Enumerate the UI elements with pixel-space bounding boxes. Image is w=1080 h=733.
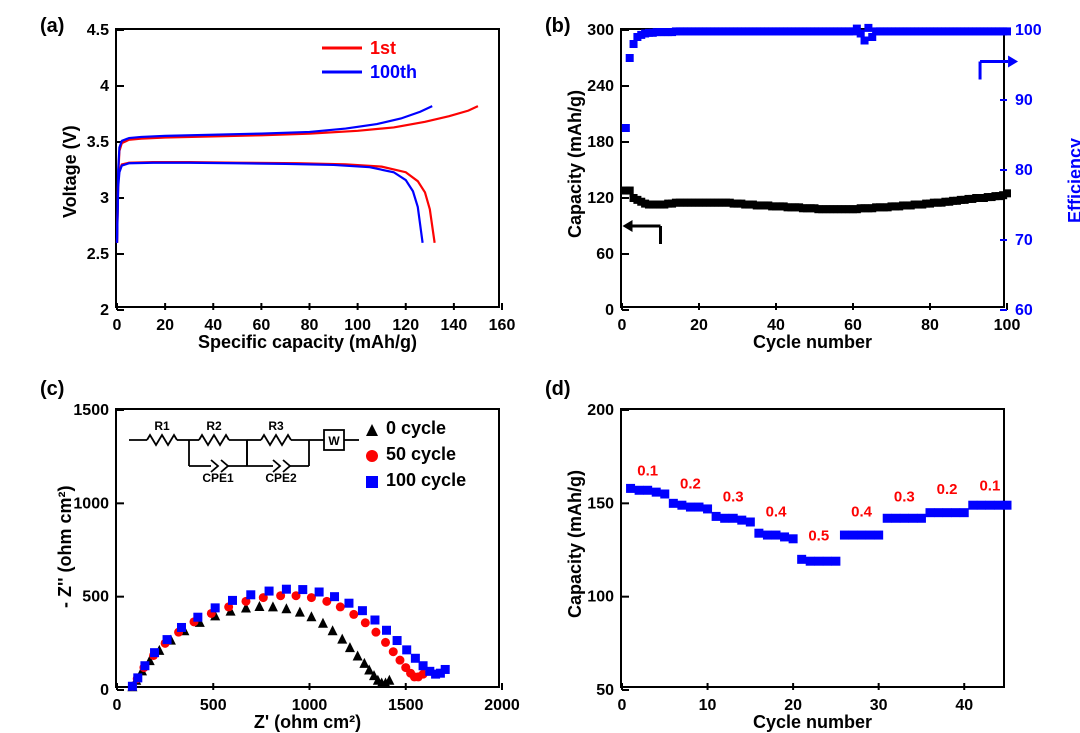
svg-text:100th: 100th (370, 62, 417, 82)
svg-text:100: 100 (1015, 22, 1042, 39)
svg-text:300: 300 (587, 22, 614, 39)
plot-d-ylabel: Capacity (mAh/g) (565, 470, 586, 618)
svg-text:2.5: 2.5 (87, 246, 109, 263)
plot-b-ylabel-right: Efficiency (%) (1065, 138, 1080, 223)
plot-d-svg: 010203040501001502000.10.20.30.40.50.40.… (622, 410, 1007, 690)
svg-text:W: W (328, 434, 340, 448)
svg-text:1st: 1st (370, 38, 396, 58)
svg-text:0: 0 (100, 682, 109, 699)
svg-text:0.3: 0.3 (894, 488, 915, 505)
svg-text:1500: 1500 (73, 402, 109, 419)
svg-text:CPE2: CPE2 (265, 471, 297, 485)
svg-text:100 cycle: 100 cycle (386, 470, 466, 490)
plot-c-box: 05001000150020000500100015000 cycle50 cy… (115, 408, 500, 688)
svg-text:180: 180 (587, 134, 614, 151)
panel-label-c: (c) (40, 378, 64, 401)
svg-text:50: 50 (596, 682, 614, 699)
svg-text:3.5: 3.5 (87, 134, 109, 151)
plot-a-xlabel: Specific capacity (mAh/g) (115, 332, 500, 353)
svg-text:0.5: 0.5 (808, 528, 829, 545)
svg-text:4: 4 (100, 78, 109, 95)
plot-c-xlabel: Z' (ohm cm²) (115, 712, 500, 733)
plot-c-ylabel: - Z'' (ohm cm²) (55, 485, 76, 608)
svg-text:3: 3 (100, 190, 109, 207)
svg-text:2: 2 (100, 302, 109, 319)
svg-text:60: 60 (596, 246, 614, 263)
plot-b-xlabel: Cycle number (620, 332, 1005, 353)
svg-text:70: 70 (1015, 232, 1033, 249)
plot-b-svg: 02040608010006012018024030060708090100 (622, 30, 1007, 310)
panel-label-d: (d) (545, 378, 571, 401)
svg-text:150: 150 (587, 495, 614, 512)
svg-text:0.4: 0.4 (851, 503, 873, 520)
svg-text:0.1: 0.1 (979, 477, 1000, 494)
svg-text:120: 120 (587, 190, 614, 207)
svg-text:R2: R2 (206, 419, 222, 433)
svg-text:100: 100 (587, 589, 614, 606)
svg-text:R3: R3 (268, 419, 284, 433)
svg-text:50 cycle: 50 cycle (386, 444, 456, 464)
svg-text:90: 90 (1015, 92, 1033, 109)
svg-text:60: 60 (1015, 302, 1033, 319)
svg-text:1000: 1000 (73, 495, 109, 512)
plot-a-box: 02040608010012014016022.533.544.51st100t… (115, 28, 500, 308)
svg-text:0 cycle: 0 cycle (386, 418, 446, 438)
svg-text:0.1: 0.1 (637, 462, 658, 479)
plot-a-ylabel: Voltage (V) (60, 125, 81, 218)
svg-text:0.4: 0.4 (766, 503, 788, 520)
svg-text:500: 500 (82, 589, 109, 606)
plot-a-svg: 02040608010012014016022.533.544.51st100t… (117, 30, 502, 310)
plot-d-xlabel: Cycle number (620, 712, 1005, 733)
svg-text:R1: R1 (154, 419, 170, 433)
svg-text:0.3: 0.3 (723, 488, 744, 505)
svg-text:240: 240 (587, 78, 614, 95)
svg-text:0.2: 0.2 (680, 475, 701, 492)
svg-text:0.2: 0.2 (937, 481, 958, 498)
svg-text:80: 80 (1015, 162, 1033, 179)
plot-d-box: 010203040501001502000.10.20.30.40.50.40.… (620, 408, 1005, 688)
svg-text:200: 200 (587, 402, 614, 419)
svg-text:CPE1: CPE1 (202, 471, 234, 485)
plot-c-svg: 05001000150020000500100015000 cycle50 cy… (117, 410, 502, 690)
figure-root: (a) 02040608010012014016022.533.544.51st… (0, 0, 1080, 733)
plot-b-ylabel-left: Capacity (mAh/g) (565, 90, 586, 238)
panel-label-b: (b) (545, 15, 571, 38)
svg-text:0: 0 (605, 302, 614, 319)
plot-b-box: 02040608010006012018024030060708090100 (620, 28, 1005, 308)
panel-label-a: (a) (40, 15, 64, 38)
svg-text:4.5: 4.5 (87, 22, 109, 39)
